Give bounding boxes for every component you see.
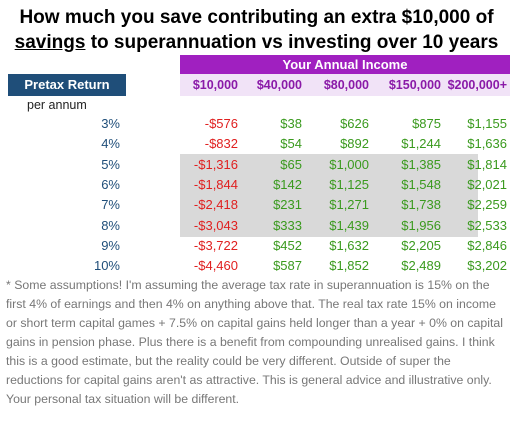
savings-cell: -$4,460 (193, 258, 238, 274)
savings-cell: $626 (340, 116, 369, 131)
savings-cell: $65 (280, 156, 302, 172)
savings-cell: $875 (412, 116, 441, 131)
savings-cell: $1,956 (401, 217, 441, 233)
footnote: * Some assumptions! I'm assuming the ave… (6, 278, 503, 406)
return-rate-cell: 3% (101, 116, 120, 131)
table-row: 5% -$1,316 $65 $1,000 $1,385 $1,814 (0, 155, 513, 175)
savings-cell: -$3,722 (193, 237, 238, 253)
income-col-5: $200,000+ (447, 78, 507, 92)
savings-cell: $1,738 (401, 197, 441, 213)
page-title-line2: savings to superannuation vs investing o… (0, 31, 513, 55)
savings-cell: -$2,418 (193, 197, 238, 213)
pretax-return-header: Pretax Return (8, 74, 126, 96)
return-rate-cell: 4% (101, 136, 120, 152)
savings-cell: $1,385 (401, 156, 441, 172)
savings-cell: $3,202 (467, 258, 507, 274)
savings-cell: $1,000 (329, 156, 369, 172)
savings-cell: $1,852 (329, 258, 369, 274)
income-col-2: $40,000 (256, 78, 302, 92)
savings-cell: $2,021 (467, 176, 507, 192)
income-col-3: $80,000 (323, 78, 369, 92)
income-column-headers: $10,000 $40,000 $80,000 $150,000 $200,00… (180, 74, 510, 96)
savings-cell: -$3,043 (193, 217, 238, 233)
savings-cell: $142 (273, 176, 302, 192)
return-rate-cell: 5% (101, 156, 120, 172)
return-rate-cell: 10% (93, 258, 120, 274)
savings-cell: $2,205 (401, 237, 441, 253)
table-row: 6% -$1,844 $142 $1,125 $1,548 $2,021 (0, 175, 513, 195)
savings-cell: $1,271 (329, 197, 369, 213)
table-row: 8% -$3,043 $333 $1,439 $1,956 $2,533 (0, 216, 513, 236)
savings-cell: -$576 (204, 116, 238, 131)
savings-cell: $1,632 (329, 237, 369, 253)
savings-cell: $231 (273, 197, 302, 213)
title-underlined-word: savings (14, 32, 86, 53)
savings-cell: $1,125 (329, 176, 369, 192)
table-row: 10% -$4,460 $587 $1,852 $2,489 $3,202 (0, 256, 513, 276)
savings-cell: $892 (340, 136, 369, 152)
savings-cell: $2,259 (467, 197, 507, 213)
table-row: 4% -$832 $54 $892 $1,244 $1,636 (0, 134, 513, 154)
savings-cell: $1,548 (401, 176, 441, 192)
savings-cell: $54 (280, 136, 302, 152)
return-rate-cell: 6% (101, 176, 120, 192)
table-row: 9% -$3,722 $452 $1,632 $2,205 $2,846 (0, 236, 513, 256)
savings-cell: $1,636 (467, 136, 507, 152)
return-rate-cell: 9% (101, 237, 120, 253)
income-col-4: $150,000 (388, 78, 441, 92)
savings-cell: $333 (273, 217, 302, 233)
return-rate-cell: 7% (101, 197, 120, 213)
savings-cell: $587 (273, 258, 302, 274)
title-rest: to superannuation vs investing over 10 y… (85, 32, 499, 53)
savings-cell: $452 (273, 237, 302, 253)
savings-cell: $1,439 (329, 217, 369, 233)
savings-cell: $2,846 (467, 237, 507, 253)
savings-cell: $1,155 (467, 116, 507, 131)
table-row: 7% -$2,418 $231 $1,271 $1,738 $2,259 (0, 195, 513, 215)
savings-cell: $38 (280, 116, 302, 131)
savings-cell: $2,489 (401, 258, 441, 274)
highlighted-rows-band (180, 154, 478, 237)
page-title-line1: How much you save contributing an extra … (19, 7, 494, 28)
savings-cell: -$832 (204, 136, 238, 152)
savings-cell: $2,533 (467, 217, 507, 233)
savings-cell: $1,814 (467, 156, 507, 172)
income-header: Your Annual Income (180, 55, 510, 74)
income-col-1: $10,000 (192, 78, 238, 92)
savings-cell: -$1,316 (193, 156, 238, 172)
return-rate-cell: 8% (101, 217, 120, 233)
table-row: 3% -$576 $38 $626 $875 $1,155 (0, 114, 513, 134)
per-annum-label: per annum (27, 98, 87, 112)
savings-cell: -$1,844 (193, 176, 238, 192)
savings-cell: $1,244 (401, 136, 441, 152)
